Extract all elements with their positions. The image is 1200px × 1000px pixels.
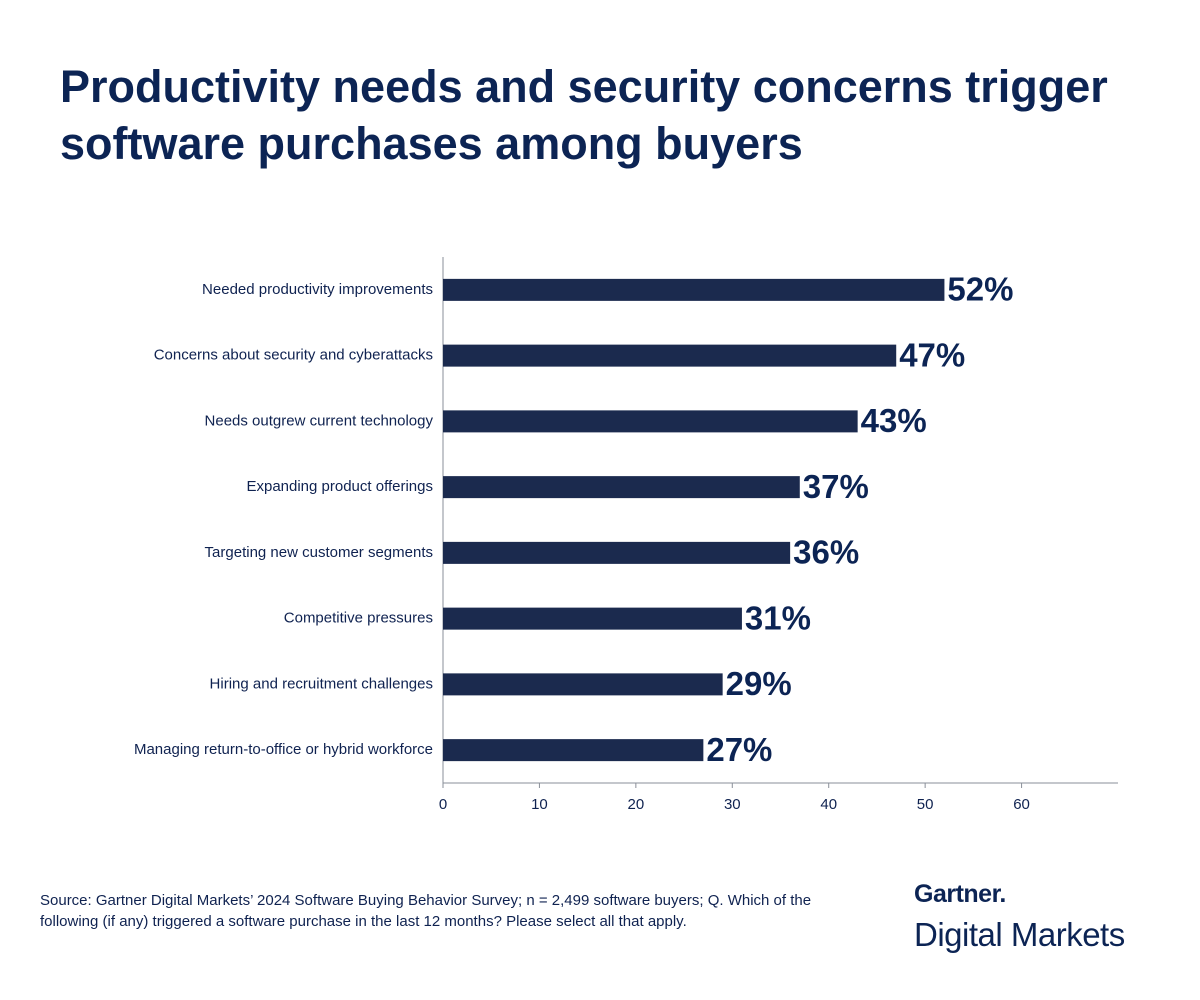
value-label: 37%: [803, 468, 869, 505]
bar: [443, 607, 742, 630]
y-tick-label: Hiring and recruitment challenges: [210, 675, 433, 692]
y-tick-label: Concerns about security and cyberattacks: [154, 347, 433, 364]
x-tick-label: 50: [917, 796, 934, 813]
y-tick-label: Needed productivity improvements: [202, 281, 433, 298]
value-label: 27%: [706, 731, 772, 768]
value-label: 36%: [793, 534, 859, 571]
y-tick-label: Expanding product offerings: [246, 478, 433, 495]
value-label: 47%: [899, 336, 965, 373]
bar: [443, 410, 858, 433]
brand-logo: Gartner.: [914, 880, 1006, 908]
y-tick-label: Needs outgrew current technology: [205, 412, 434, 429]
y-tick-label: Competitive pressures: [284, 610, 433, 627]
value-label: 52%: [947, 271, 1013, 308]
bar: [443, 673, 723, 696]
x-tick-label: 30: [724, 796, 741, 813]
x-tick-label: 20: [628, 796, 645, 813]
bar: [443, 278, 945, 301]
source-note: Source: Gartner Digital Markets’ 2024 So…: [40, 892, 812, 930]
value-label: 29%: [726, 665, 792, 702]
x-tick-label: 60: [1013, 796, 1030, 813]
bar: [443, 476, 800, 499]
y-tick-label: Managing return-to-office or hybrid work…: [134, 741, 433, 758]
bar: [443, 344, 897, 367]
x-tick-label: 0: [439, 796, 447, 813]
x-tick-label: 40: [820, 796, 837, 813]
y-tick-label: Targeting new customer segments: [205, 544, 433, 561]
value-label: 31%: [745, 599, 811, 636]
bar: [443, 739, 704, 762]
value-label: 43%: [861, 402, 927, 439]
chart-title: Productivity needs and security concerns…: [60, 61, 1108, 169]
brand-subtitle: Digital Markets: [914, 916, 1125, 953]
x-tick-label: 10: [531, 796, 548, 813]
bar: [443, 541, 791, 564]
